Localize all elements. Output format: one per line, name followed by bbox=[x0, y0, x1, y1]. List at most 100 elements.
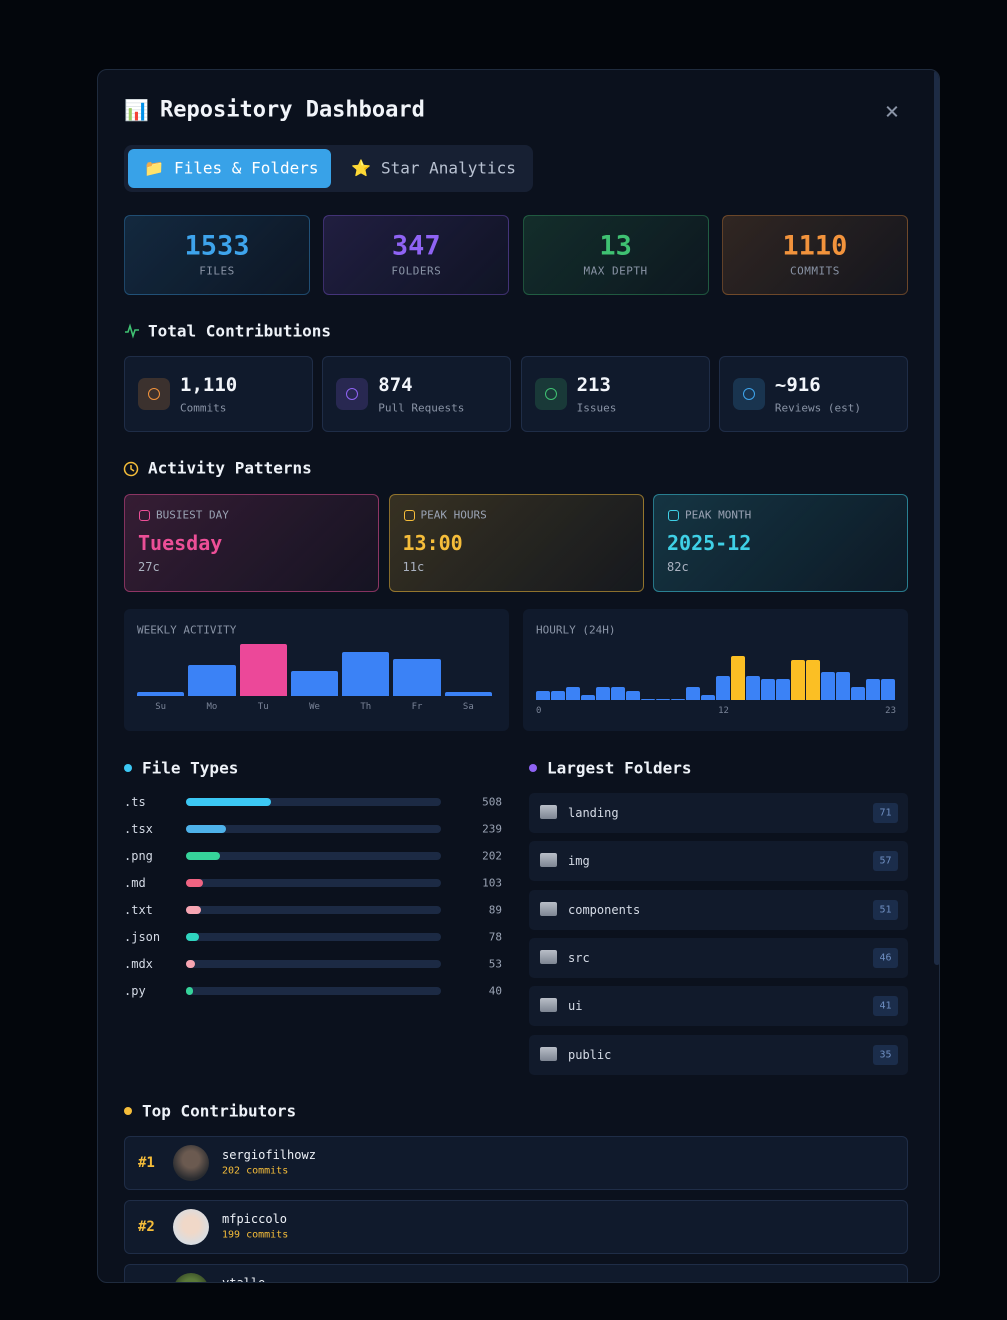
bar bbox=[596, 687, 610, 700]
section-title: Largest Folders bbox=[547, 758, 692, 778]
bar bbox=[186, 906, 201, 914]
stat-label: MAX DEPTH bbox=[583, 264, 648, 278]
chart-title: HOURLY (24H) bbox=[536, 623, 616, 637]
folder-count: 46 bbox=[879, 952, 892, 964]
x-tick-label: Sa bbox=[462, 702, 474, 712]
bar bbox=[626, 691, 640, 700]
bar bbox=[551, 691, 565, 700]
scrollbar bbox=[934, 70, 939, 965]
contribution-label: Commits bbox=[180, 401, 227, 415]
bar-track bbox=[186, 798, 441, 806]
folder-icon bbox=[540, 901, 557, 916]
contribution-icon-dot bbox=[742, 388, 755, 400]
bar bbox=[836, 671, 850, 700]
contributor-row bbox=[124, 1264, 908, 1282]
folder-count: 51 bbox=[879, 904, 892, 916]
bar bbox=[290, 670, 339, 696]
bar bbox=[641, 699, 655, 700]
bar bbox=[866, 679, 880, 700]
dot bbox=[124, 764, 132, 772]
pulse-icon bbox=[125, 323, 139, 339]
bar bbox=[806, 659, 820, 700]
file-type-count: 53 bbox=[488, 957, 502, 971]
contributor-rank: #1 bbox=[138, 1155, 155, 1171]
section-title: Top Contributors bbox=[142, 1101, 297, 1121]
contribution-value: 1,110 bbox=[180, 374, 238, 396]
activity-label: BUSIEST DAY bbox=[156, 508, 229, 522]
contribution-value: ~916 bbox=[774, 374, 821, 396]
bar bbox=[239, 644, 287, 696]
file-type-name: .ts bbox=[124, 795, 146, 809]
stat-value: 1533 bbox=[184, 230, 250, 262]
folder-count: 71 bbox=[879, 807, 892, 819]
file-type-name: .tsx bbox=[124, 822, 153, 836]
bar bbox=[581, 695, 595, 700]
bar bbox=[731, 656, 745, 700]
bar bbox=[186, 852, 220, 860]
folder-name: img bbox=[568, 854, 590, 869]
tab-label: Files & Folders bbox=[174, 158, 319, 178]
folder-icon bbox=[540, 998, 557, 1013]
hourly-panel bbox=[523, 609, 908, 731]
contributor-row bbox=[124, 1136, 908, 1190]
bar bbox=[186, 960, 195, 968]
bar bbox=[186, 879, 204, 887]
contributor-commits: 199 commits bbox=[222, 1229, 289, 1241]
activity-icon bbox=[139, 510, 150, 521]
bar bbox=[851, 687, 865, 700]
avatar bbox=[173, 1209, 209, 1245]
stat-value: 1110 bbox=[782, 230, 848, 262]
close-button[interactable]: × bbox=[884, 97, 900, 125]
dashboard-modal: 📊 Repository Dashboard × 📁 Files & Folders ⭐ S… bbox=[97, 69, 940, 1283]
bar bbox=[342, 651, 390, 696]
tab-icon: ⭐ bbox=[351, 158, 371, 178]
folder-icon bbox=[540, 853, 557, 868]
bar-track bbox=[186, 933, 441, 941]
bar-track bbox=[186, 960, 441, 968]
x-tick-label: 0 bbox=[536, 706, 542, 716]
contributor-commits: 202 commits bbox=[222, 1165, 289, 1177]
folder-icon bbox=[540, 949, 557, 964]
bar bbox=[611, 687, 625, 700]
bar bbox=[186, 987, 193, 995]
folder-row bbox=[529, 1034, 908, 1075]
contribution-icon-dot bbox=[544, 388, 557, 400]
activity-icon bbox=[668, 510, 679, 521]
file-type-count: 78 bbox=[488, 930, 502, 944]
section-title: Activity Patterns bbox=[148, 458, 312, 478]
bar bbox=[716, 675, 730, 700]
folder-name: public bbox=[568, 1047, 612, 1062]
stat-label: COMMITS bbox=[789, 264, 840, 278]
contributor-rank: #2 bbox=[138, 1219, 155, 1235]
folder-row bbox=[529, 889, 908, 930]
contribution-icon-dot bbox=[148, 388, 160, 400]
contributor-row bbox=[124, 1200, 908, 1254]
tab[interactable] bbox=[128, 149, 331, 188]
bar bbox=[776, 679, 790, 700]
folder-name: landing bbox=[568, 806, 619, 820]
activity-card bbox=[388, 494, 644, 592]
file-type-count: 40 bbox=[488, 984, 502, 998]
bar-track bbox=[186, 987, 441, 995]
contribution-value: 874 bbox=[378, 374, 413, 396]
bar bbox=[186, 798, 271, 806]
folder-icon bbox=[540, 805, 557, 819]
modal-content: 📊 Repository Dashboard × 📁 Files & Folders ⭐ S… bbox=[98, 70, 939, 1282]
bar bbox=[821, 671, 835, 700]
bar bbox=[881, 679, 895, 700]
stat-value: 347 bbox=[391, 230, 441, 262]
contribution-label: Issues bbox=[576, 401, 617, 415]
folder-badge bbox=[873, 803, 898, 823]
folder-icon bbox=[540, 1046, 557, 1061]
bar bbox=[536, 691, 550, 700]
bar bbox=[791, 659, 805, 700]
bar bbox=[566, 687, 580, 700]
header-title: Repository Dashboard bbox=[160, 97, 425, 123]
bar-track bbox=[186, 852, 441, 860]
bar-track bbox=[186, 825, 441, 833]
bar bbox=[746, 675, 760, 700]
bar bbox=[137, 692, 185, 696]
folder-row bbox=[529, 841, 908, 882]
stat-card bbox=[323, 215, 510, 295]
